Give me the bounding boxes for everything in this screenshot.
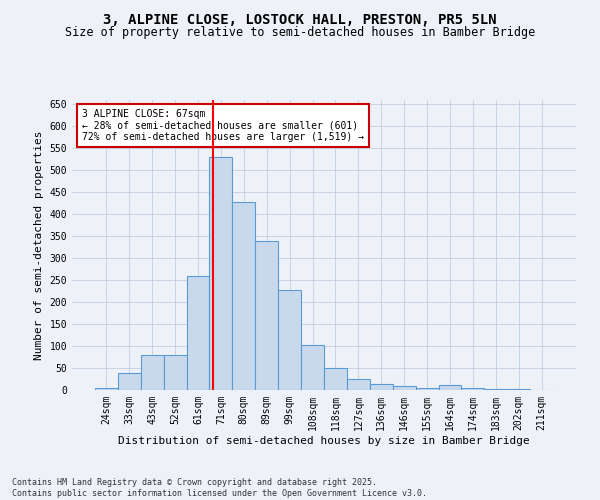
Bar [484, 389, 507, 390]
Bar [461, 388, 484, 390]
Text: Size of property relative to semi-detached houses in Bamber Bridge: Size of property relative to semi-detach… [65, 26, 535, 39]
Bar [278, 290, 301, 390]
Bar [301, 344, 324, 390]
Bar [416, 388, 439, 390]
Bar [393, 386, 416, 390]
Y-axis label: Number of semi-detached properties: Number of semi-detached properties [34, 130, 44, 360]
Bar [164, 355, 187, 390]
Bar [118, 374, 141, 390]
Bar [324, 368, 347, 390]
Bar [255, 242, 278, 390]
Bar [209, 157, 232, 390]
Bar [95, 388, 118, 390]
Bar [347, 378, 370, 390]
Bar [370, 384, 393, 390]
Text: 3 ALPINE CLOSE: 67sqm
← 28% of semi-detached houses are smaller (601)
72% of sem: 3 ALPINE CLOSE: 67sqm ← 28% of semi-deta… [82, 108, 364, 142]
Text: Contains HM Land Registry data © Crown copyright and database right 2025.
Contai: Contains HM Land Registry data © Crown c… [12, 478, 427, 498]
Bar [507, 389, 530, 390]
Bar [232, 202, 255, 390]
X-axis label: Distribution of semi-detached houses by size in Bamber Bridge: Distribution of semi-detached houses by … [118, 436, 530, 446]
Bar [187, 276, 209, 390]
Bar [141, 355, 164, 390]
Bar [439, 385, 461, 390]
Text: 3, ALPINE CLOSE, LOSTOCK HALL, PRESTON, PR5 5LN: 3, ALPINE CLOSE, LOSTOCK HALL, PRESTON, … [103, 12, 497, 26]
